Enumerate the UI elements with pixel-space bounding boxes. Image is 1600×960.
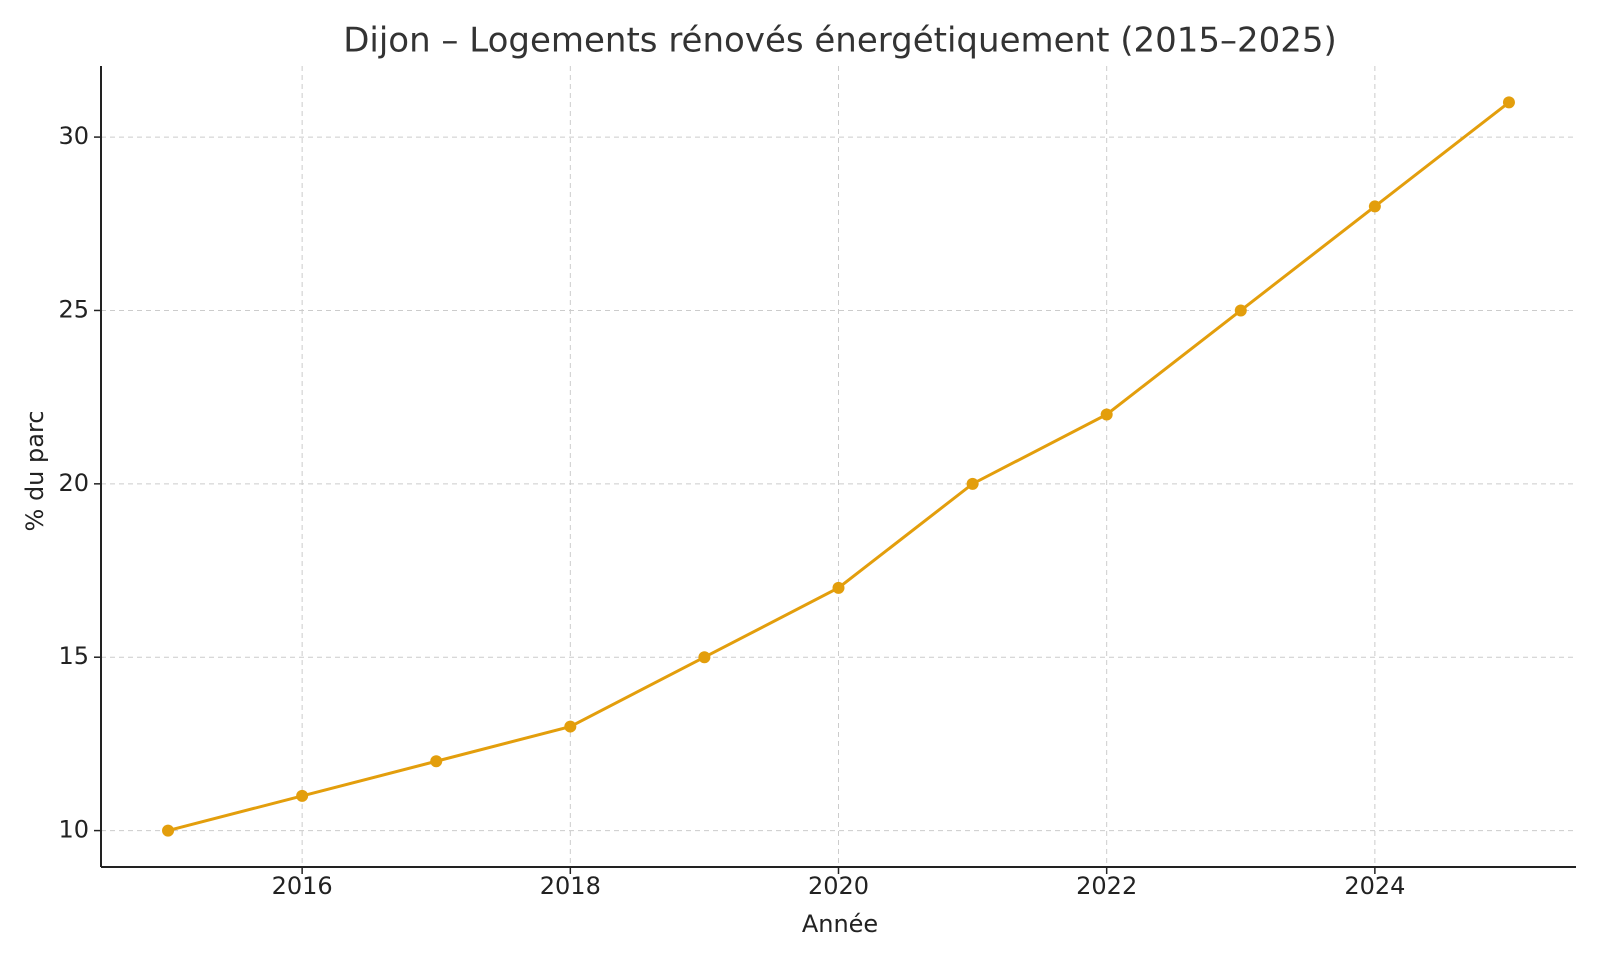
y-tick-label: 30 [58,122,89,150]
y-tick-label: 10 [58,816,89,844]
data-point [1368,200,1381,213]
data-point [1502,96,1515,109]
y-axis-label: % du parc [21,411,49,532]
x-tick-label: 2018 [540,872,601,900]
data-point [1100,408,1113,421]
x-tick-label: 2016 [272,872,333,900]
x-tick-label: 2020 [808,872,869,900]
data-point [832,581,845,594]
x-tick-label: 2022 [1076,872,1137,900]
data-point [430,755,443,768]
data-point [1234,304,1247,317]
y-tick-label: 15 [58,642,89,670]
x-tick-label: 2024 [1344,872,1405,900]
data-point [698,651,711,664]
data-point [162,824,175,837]
x-axis-label: Année [802,910,878,938]
data-point [564,720,577,733]
y-tick-label: 20 [58,469,89,497]
y-tick-label: 25 [58,295,89,323]
data-point [296,789,309,802]
chart-title: Dijon – Logements rénovés énergétiquemen… [343,21,1337,61]
data-point [966,477,979,490]
